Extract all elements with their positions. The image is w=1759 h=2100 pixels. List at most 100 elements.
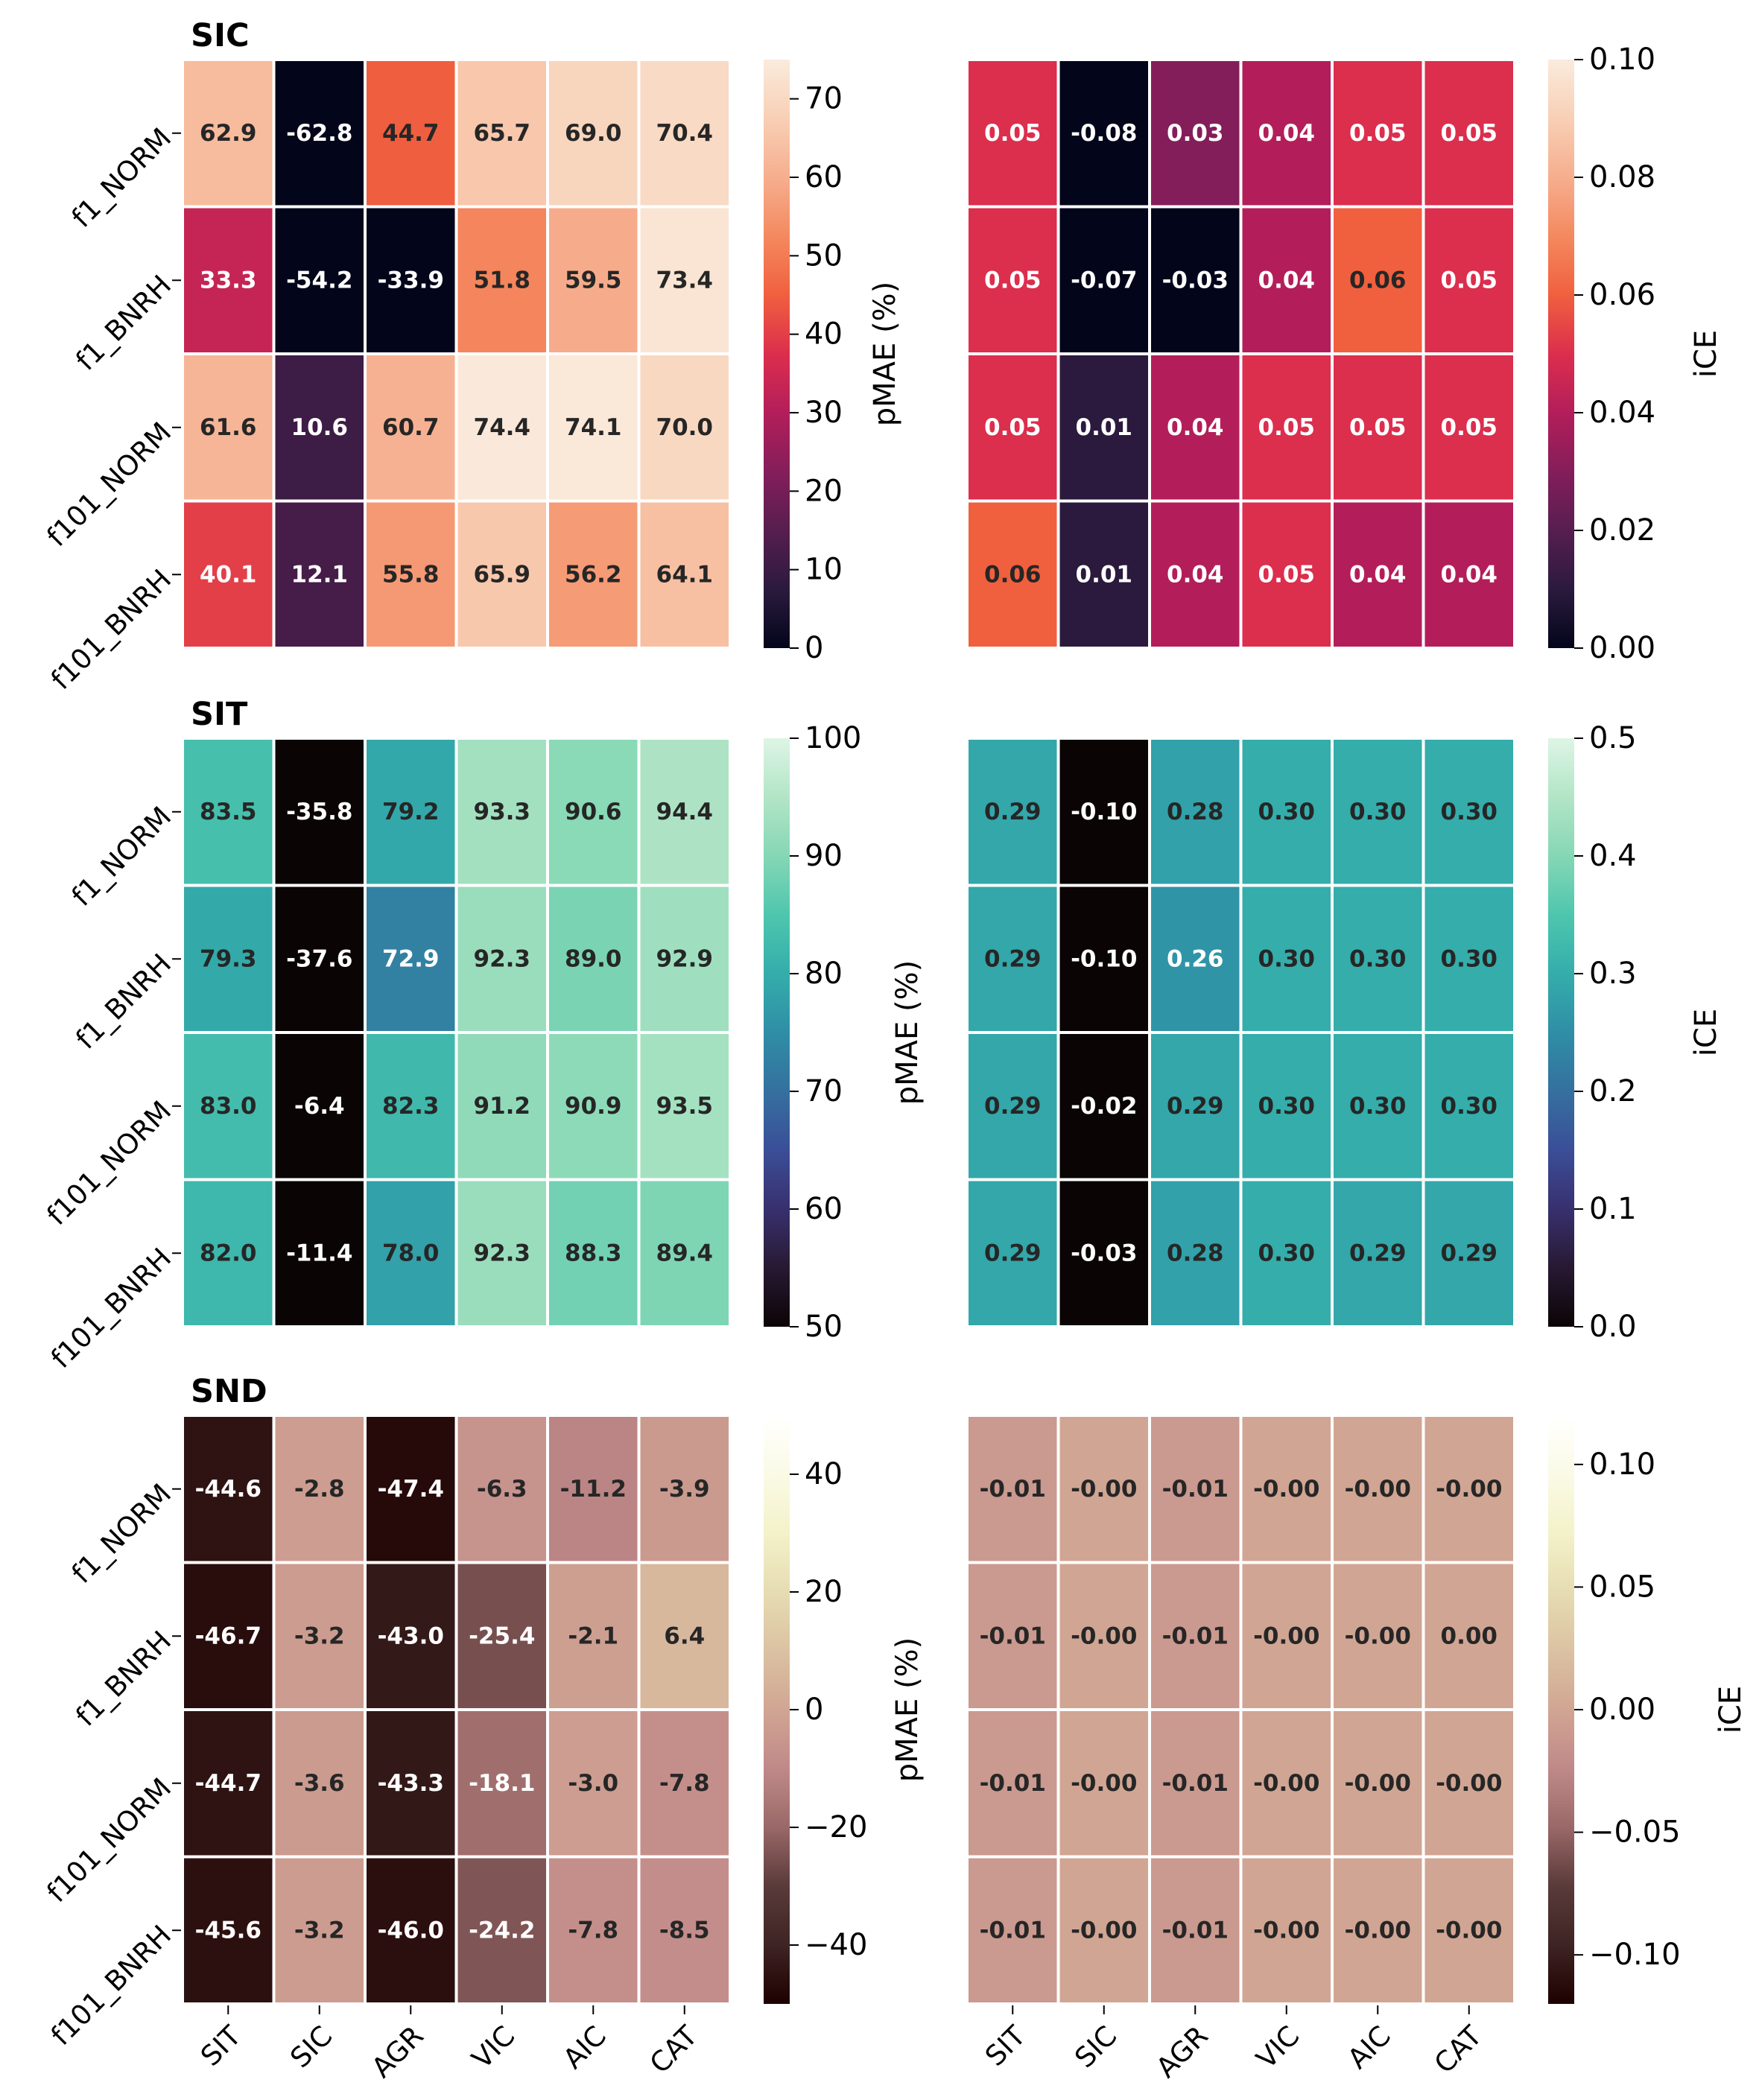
- heatmap-cell: [364, 737, 458, 887]
- cell-value-label: -7.8: [659, 1770, 710, 1797]
- cell-value-label: 70.0: [656, 414, 714, 441]
- heatmap-cell: [364, 1414, 458, 1564]
- heatmap-cell: [966, 884, 1060, 1034]
- cell-value-label: 65.9: [474, 561, 531, 588]
- cell-value-label: 0.29: [1441, 1240, 1498, 1266]
- heatmap-cell: [181, 499, 276, 650]
- cell-value-label: 91.2: [474, 1093, 531, 1120]
- colorbar-tick-label: 0.04: [1589, 396, 1655, 430]
- cell-value-label: 0.30: [1441, 945, 1498, 972]
- heatmap-cell: [364, 499, 458, 650]
- colorbar-label: iCE: [1689, 1009, 1723, 1056]
- cell-value-label: 0.05: [1349, 414, 1407, 441]
- heatmap-cell: [1422, 58, 1516, 209]
- colorbar-tick-label: 0.5: [1589, 721, 1637, 755]
- colorbar-tick-label: 80: [805, 957, 843, 991]
- colorbar-tick-label: 70: [805, 1074, 843, 1108]
- cell-value-label: 59.5: [565, 267, 622, 294]
- heatmap-cell: [454, 352, 549, 503]
- heatmap-cell: [1148, 1855, 1243, 2005]
- heatmap-cell: [454, 499, 549, 650]
- heatmap-cell: [454, 1708, 549, 1859]
- cell-value-label: 88.3: [565, 1240, 622, 1266]
- colorbar-tick-label: 0.0: [1589, 1310, 1637, 1344]
- cell-value-label: 0.06: [984, 561, 1042, 588]
- colorbar-gradient: [1548, 738, 1574, 1327]
- heatmap-cell: [546, 499, 641, 650]
- cell-value-label: 79.3: [200, 945, 257, 972]
- colorbar-sic-pmae: 0 10 20 30 40 50 60 70 pMAE (%): [764, 60, 902, 665]
- heatmap-cell: [1331, 1178, 1425, 1328]
- cell-value-label: 82.3: [382, 1093, 440, 1120]
- panel-title-sic: SIC: [191, 17, 250, 54]
- colorbar-sic-ice: 0.00 0.02 0.04 0.06 0.08 0.10 iCE: [1548, 42, 1723, 665]
- cell-value-label: 10.6: [291, 414, 349, 441]
- column-label: AIC: [557, 2020, 612, 2075]
- cell-value-label: -0.01: [980, 1917, 1046, 1944]
- colorbar-snd-pmae: −40 −20 0 20 40 pMAE (%): [764, 1415, 925, 2004]
- cell-value-label: -0.01: [1162, 1622, 1229, 1649]
- cell-value-label: 40.1: [200, 561, 257, 588]
- column-label: SIC: [284, 2020, 338, 2074]
- colorbar-sit-ice: 0.0 0.1 0.2 0.3 0.4 0.5 iCE: [1548, 721, 1723, 1344]
- row-label: f101_NORM: [41, 1772, 178, 1909]
- cell-value-label: -0.00: [1071, 1622, 1137, 1649]
- colorbar-tick-label: 0: [805, 631, 823, 665]
- heatmap-cell: [1239, 1414, 1334, 1564]
- cell-value-label: 83.0: [200, 1093, 257, 1120]
- column-label: AGR: [366, 2020, 430, 2084]
- cell-value-label: 92.3: [474, 1240, 531, 1266]
- cell-value-label: 0.30: [1258, 945, 1316, 972]
- heatmap-cell: [637, 205, 732, 355]
- cell-value-label: 90.9: [565, 1093, 622, 1120]
- cell-value-label: -11.4: [286, 1240, 352, 1266]
- heatmap-cell: [1422, 1178, 1516, 1328]
- cell-value-label: 0.28: [1167, 799, 1224, 825]
- column-label: CAT: [644, 2020, 704, 2080]
- colorbar-tick-label: 20: [805, 474, 843, 508]
- cell-value-label: -0.07: [1071, 267, 1137, 294]
- cell-value-label: -0.00: [1345, 1476, 1411, 1503]
- panel-title-sit: SIT: [191, 696, 248, 733]
- cell-value-label: -3.2: [294, 1622, 345, 1649]
- colorbar-tick-label: 0.02: [1589, 513, 1655, 548]
- cell-value-label: -0.01: [1162, 1770, 1229, 1797]
- cell-value-label: -0.00: [1253, 1917, 1319, 1944]
- heatmap-cell: [966, 737, 1060, 887]
- column-label: AGR: [1150, 2020, 1214, 2084]
- cell-value-label: 64.1: [656, 561, 714, 588]
- cell-value-label: -54.2: [286, 267, 352, 294]
- heatmap-cell: [454, 1178, 549, 1328]
- cell-value-label: -0.10: [1071, 945, 1137, 972]
- cell-value-label: -0.00: [1253, 1770, 1319, 1797]
- cell-value-label: 55.8: [382, 561, 440, 588]
- heatmap-cell: [637, 1708, 732, 1859]
- heatmap-cell: [272, 499, 367, 650]
- heatmap-cell: [1331, 1708, 1425, 1859]
- cell-value-label: -6.4: [294, 1093, 345, 1120]
- cell-value-label: 44.7: [382, 120, 440, 147]
- colorbar-tick-label: 0.2: [1589, 1074, 1637, 1108]
- colorbar-tick-label: 0.00: [1589, 631, 1655, 665]
- heatmap-cell: [1239, 1561, 1334, 1711]
- heatmap-cell: [272, 737, 367, 887]
- cell-value-label: 72.9: [382, 945, 440, 972]
- cell-value-label: -44.7: [195, 1770, 262, 1797]
- cell-value-label: 79.2: [382, 799, 440, 825]
- cell-value-label: 56.2: [565, 561, 622, 588]
- heatmap-cell: [1056, 737, 1151, 887]
- cell-value-label: 89.0: [565, 945, 622, 972]
- heatmap-cell: [1422, 205, 1516, 355]
- heatmap-cell: [1056, 1031, 1151, 1181]
- row-label: f101_BNRH: [45, 563, 177, 696]
- cell-value-label: 0.05: [1441, 120, 1498, 147]
- heatmap-cell: [1056, 1414, 1151, 1564]
- row-label: f101_BNRH: [45, 1919, 177, 2052]
- heatmap-cell: [1331, 737, 1425, 887]
- column-labels-ice: SIT SIC AGR VIC AIC CAT: [979, 2005, 1489, 2084]
- heatmap-grid-snd-ice: -0.01 -0.00 -0.01 -0.00 -0.00 -0.00 -0.01 -0.00…: [966, 1414, 1516, 2005]
- cell-value-label: 0.29: [1167, 1093, 1224, 1120]
- column-label: VIC: [466, 2020, 521, 2075]
- cell-value-label: 69.0: [565, 120, 622, 147]
- cell-value-label: -0.00: [1436, 1917, 1502, 1944]
